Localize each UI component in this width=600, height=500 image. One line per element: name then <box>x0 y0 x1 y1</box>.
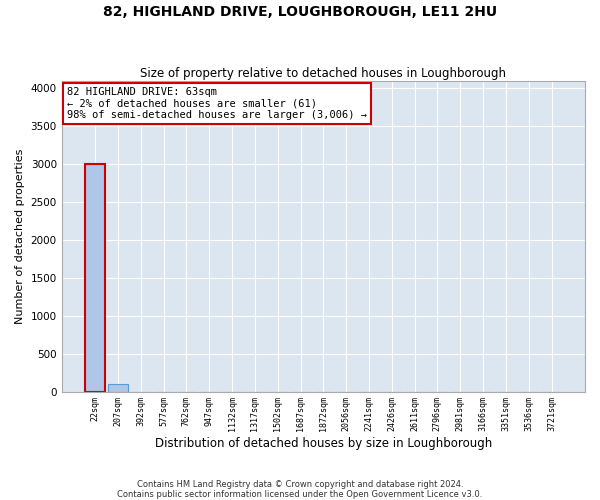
X-axis label: Distribution of detached houses by size in Loughborough: Distribution of detached houses by size … <box>155 437 492 450</box>
Text: 82 HIGHLAND DRIVE: 63sqm
← 2% of detached houses are smaller (61)
98% of semi-de: 82 HIGHLAND DRIVE: 63sqm ← 2% of detache… <box>67 87 367 120</box>
Bar <box>108 384 128 392</box>
Title: Size of property relative to detached houses in Loughborough: Size of property relative to detached ho… <box>140 66 506 80</box>
Y-axis label: Number of detached properties: Number of detached properties <box>15 148 25 324</box>
Text: Contains HM Land Registry data © Crown copyright and database right 2024.
Contai: Contains HM Land Registry data © Crown c… <box>118 480 482 499</box>
Text: 82, HIGHLAND DRIVE, LOUGHBOROUGH, LE11 2HU: 82, HIGHLAND DRIVE, LOUGHBOROUGH, LE11 2… <box>103 5 497 19</box>
Bar <box>85 164 105 392</box>
